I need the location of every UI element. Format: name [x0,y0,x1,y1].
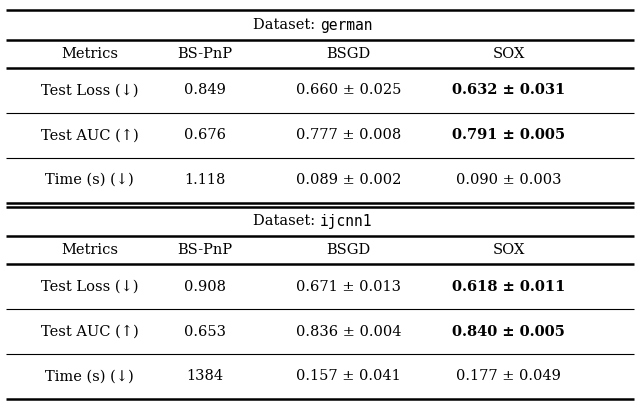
Text: Test AUC (↑): Test AUC (↑) [41,128,138,142]
Text: BSGD: BSGD [326,47,371,61]
Text: Metrics: Metrics [61,243,118,257]
Text: BS-PnP: BS-PnP [177,243,232,257]
Text: 0.671 ± 0.013: 0.671 ± 0.013 [296,280,401,294]
Text: ijcnn1: ijcnn1 [320,214,372,229]
Text: Dataset:: Dataset: [253,18,320,32]
Text: 0.090 ± 0.003: 0.090 ± 0.003 [456,173,561,187]
Text: 1.118: 1.118 [184,173,225,187]
Text: BS-PnP: BS-PnP [177,47,232,61]
Text: Time (s) (↓): Time (s) (↓) [45,369,134,384]
Text: 0.849: 0.849 [184,83,226,97]
Text: 0.908: 0.908 [184,280,226,294]
Text: 0.632 ± 0.031: 0.632 ± 0.031 [452,83,565,97]
Text: 0.089 ± 0.002: 0.089 ± 0.002 [296,173,401,187]
Text: german: german [320,17,372,32]
Text: 0.177 ± 0.049: 0.177 ± 0.049 [456,369,561,384]
Text: Metrics: Metrics [61,47,118,61]
Text: 0.660 ± 0.025: 0.660 ± 0.025 [296,83,401,97]
Text: Dataset:: Dataset: [253,215,320,228]
Text: Time (s) (↓): Time (s) (↓) [45,173,134,187]
Text: 0.791 ± 0.005: 0.791 ± 0.005 [452,128,565,142]
Text: BSGD: BSGD [326,243,371,257]
Text: 0.653: 0.653 [184,324,226,339]
Text: 0.777 ± 0.008: 0.777 ± 0.008 [296,128,401,142]
Text: SOX: SOX [493,47,525,61]
Text: 1384: 1384 [186,369,223,384]
Text: Test Loss (↓): Test Loss (↓) [41,280,138,294]
Text: SOX: SOX [493,243,525,257]
Text: 0.157 ± 0.041: 0.157 ± 0.041 [296,369,401,384]
Text: Test AUC (↑): Test AUC (↑) [41,324,138,339]
Text: 0.618 ± 0.011: 0.618 ± 0.011 [452,280,566,294]
Text: 0.836 ± 0.004: 0.836 ± 0.004 [296,324,401,339]
Text: 0.840 ± 0.005: 0.840 ± 0.005 [452,324,565,339]
Text: Test Loss (↓): Test Loss (↓) [41,83,138,97]
Text: 0.676: 0.676 [184,128,226,142]
